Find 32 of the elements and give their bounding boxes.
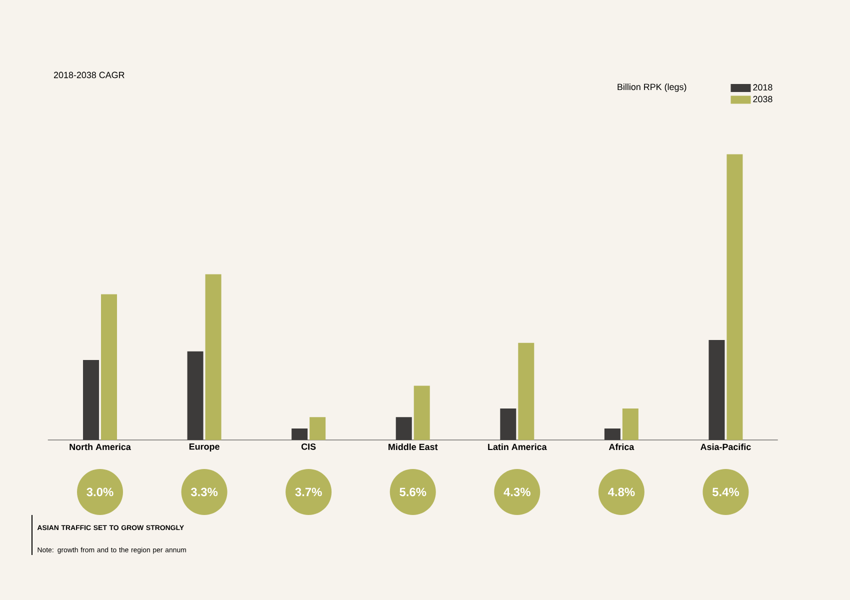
text: 4.8%: [608, 488, 635, 496]
legend-label: 2038: [753, 96, 772, 102]
bar: [205, 274, 222, 440]
text: 3.0%: [86, 488, 114, 496]
text: 5.4%: [712, 488, 740, 496]
chart-title: 2018-2038 CAGR: [54, 72, 124, 78]
x-tick-label: Asia-Pacific: [700, 444, 751, 450]
x-tick-label: CIS: [301, 444, 316, 450]
text: 5.6%: [400, 488, 426, 496]
x-tick-label: Latin America: [488, 444, 547, 450]
bar: [604, 428, 620, 440]
legend-label: 2018: [753, 84, 772, 91]
bar: [726, 154, 743, 440]
x-tick-label: Africa: [608, 444, 634, 450]
bar: [414, 386, 430, 440]
x-tick-label: Europe: [189, 444, 220, 452]
bar: [518, 342, 534, 440]
x-tick-label: North America: [70, 444, 131, 450]
bar: [83, 360, 100, 440]
bar: [622, 408, 638, 440]
bar: [396, 417, 412, 440]
bar: [101, 294, 118, 440]
x-tick-label: Middle East: [388, 444, 438, 450]
bar: [310, 417, 326, 440]
bar: [292, 428, 308, 440]
bar: [708, 340, 725, 440]
bar: [187, 351, 204, 440]
bar: [500, 408, 516, 440]
text: 3.3%: [190, 488, 218, 496]
text: 3.7%: [295, 488, 322, 496]
text: Billion RPK (legs): [618, 84, 686, 92]
text: 4.3%: [504, 488, 530, 496]
